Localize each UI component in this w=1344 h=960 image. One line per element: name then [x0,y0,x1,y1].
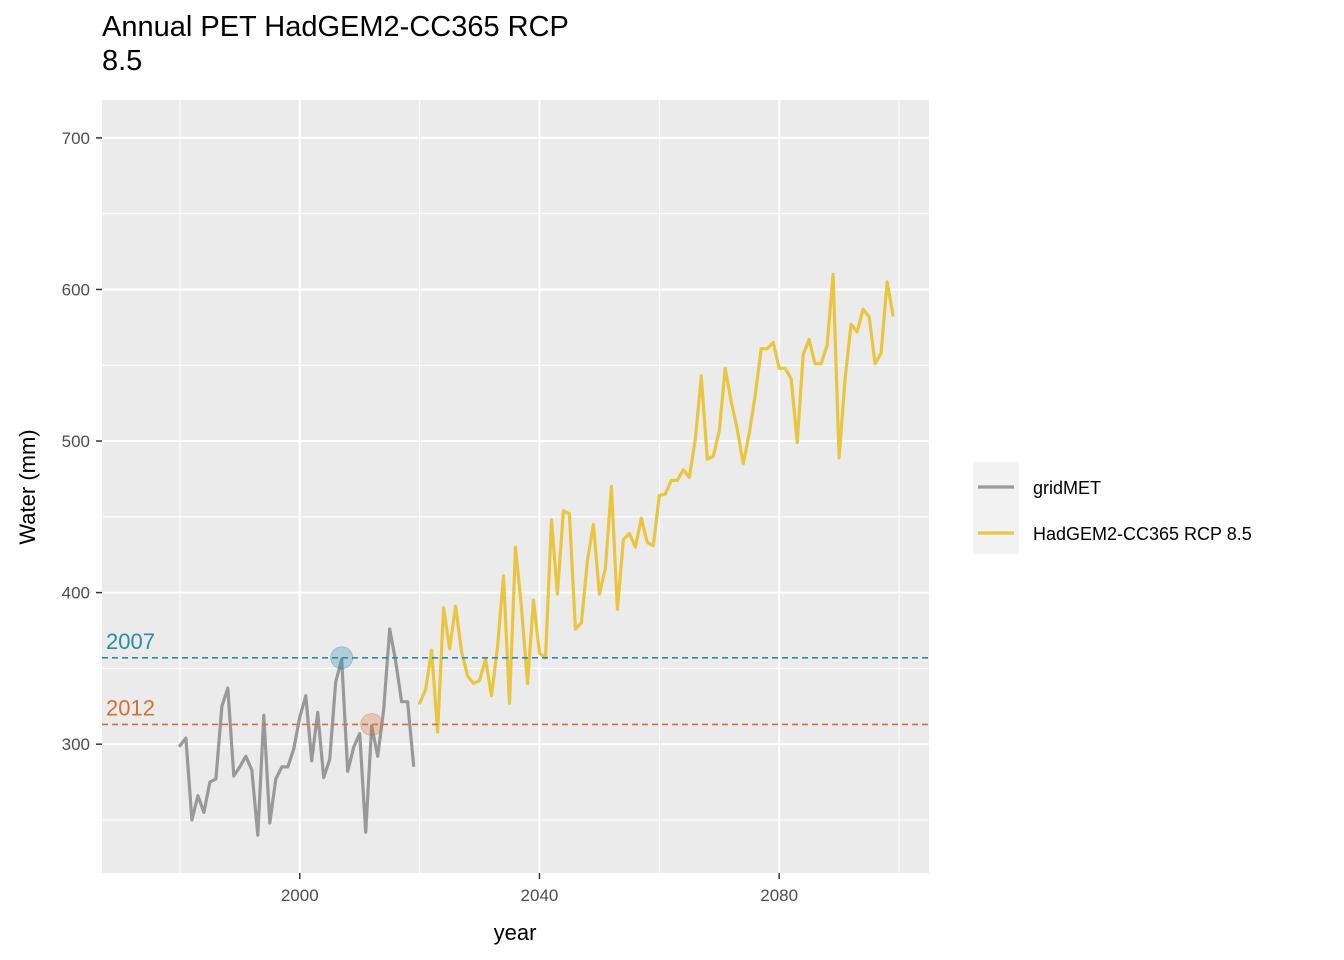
y-tick-label: 600 [62,280,90,299]
reference-lines: 2007 2012 [102,629,929,736]
x-tick-label: 2080 [760,886,798,905]
series-line-hadgem2-cc365-rcp85 [418,272,895,734]
x-axis-title: year [494,920,537,945]
legend-label-1: HadGEM2-CC365 RCP 8.5 [1033,524,1252,544]
y-tick-label: 700 [62,129,90,148]
legend-label-0: gridMET [1033,478,1101,498]
series-line-gridmet [178,627,416,837]
major-gridlines [102,100,929,873]
x-axis: 2000 2040 2080 [281,873,798,905]
chart-title-line-1: Annual PET HadGEM2-CC365 RCP [102,11,569,43]
chart-title: Annual PET HadGEM2-CC365 RCP 8.5 [102,10,802,78]
y-axis-title: Water (mm) [15,429,40,544]
reference-label-2012: 2012 [106,695,155,720]
reference-marker-2012 [360,712,384,736]
reference-label-2007: 2007 [106,629,155,654]
series-layer [178,272,895,837]
x-tick-label: 2040 [521,886,559,905]
y-tick-label: 400 [62,584,90,603]
y-tick-label: 500 [62,432,90,451]
y-axis: 300 400 500 600 700 [62,129,102,754]
chart-title-line-2: 8.5 [102,45,143,77]
legend-key-background [973,462,1019,554]
plot-panel [102,100,929,873]
reference-marker-2007 [330,646,354,670]
y-tick-label: 300 [62,735,90,754]
x-tick-label: 2000 [281,886,319,905]
legend: gridMET HadGEM2-CC365 RCP 8.5 [973,462,1252,554]
